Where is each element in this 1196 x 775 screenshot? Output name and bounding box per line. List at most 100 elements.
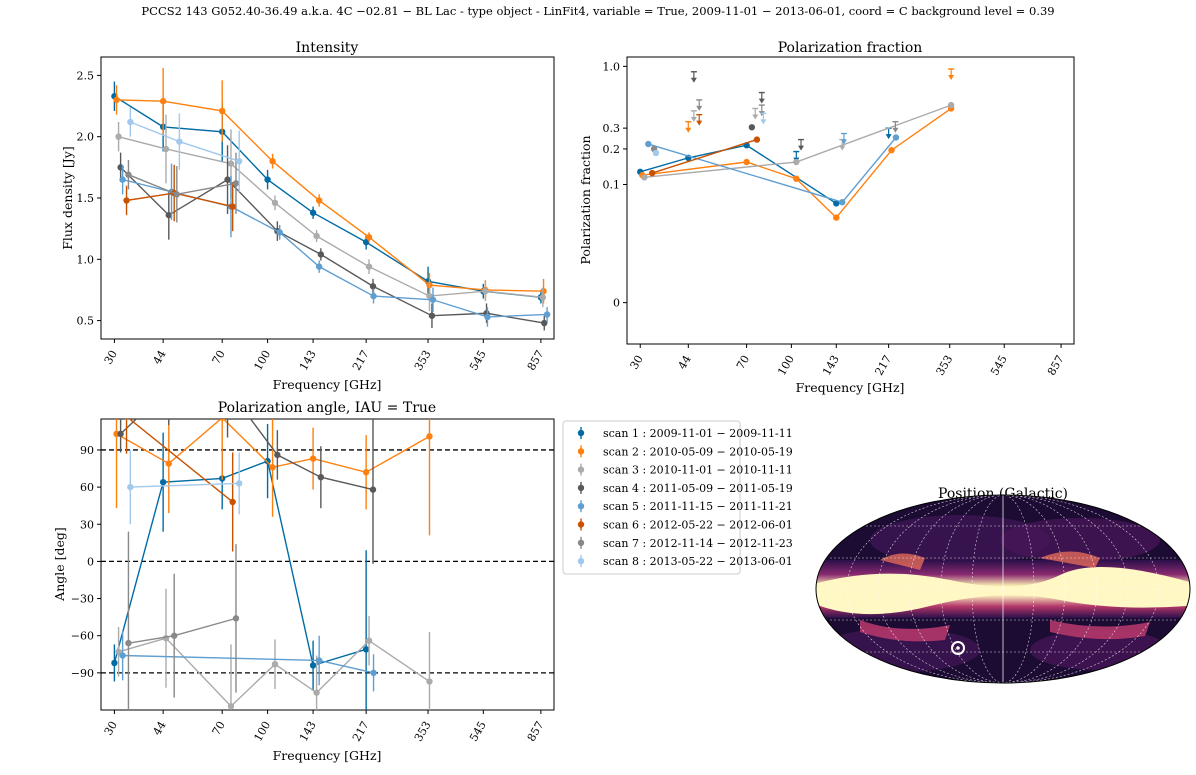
intensity-point	[539, 294, 547, 301]
polfrac-ytick-label: 0.2	[603, 143, 621, 156]
polangle-point	[159, 478, 167, 486]
intensity-point	[543, 311, 551, 318]
intensity-ytick-label: 2.0	[77, 131, 95, 144]
intensity-xtick-label: 70	[210, 348, 228, 367]
polangle-point	[317, 474, 325, 481]
intensity-point	[165, 211, 172, 219]
intensity-xtick-label: 857	[525, 348, 547, 373]
polangle-marks	[101, 385, 554, 710]
polfrac-point	[888, 147, 895, 154]
polangle-point	[315, 657, 323, 664]
intensity-point	[115, 133, 122, 140]
intensity-ticks: 30 44 70 100 143 217 353 545 857 0.5 1.0 1.5 2.0 2.5	[77, 69, 547, 372]
intensity-point	[309, 209, 317, 216]
polfrac-ylabel: Polarization fraction	[578, 135, 593, 264]
polangle-xtick-label: 353	[412, 719, 434, 744]
polangle-ytick-label: −90	[71, 667, 94, 680]
polfrac-title: Polarization fraction	[778, 40, 923, 56]
polangle-xtick-label: 857	[525, 719, 547, 744]
polangle-xtick-label: 545	[467, 719, 489, 744]
polfrac-ytick-label: 0.1	[603, 179, 621, 192]
polangle-ytick-label: 90	[80, 444, 94, 457]
polfrac-point	[793, 158, 800, 166]
polangle-ytick-label: 30	[80, 518, 94, 531]
legend-marker	[577, 503, 585, 510]
intensity-point	[428, 312, 436, 319]
polfrac-xtick-label: 100	[775, 353, 797, 378]
intensity-point	[370, 292, 377, 300]
polangle-title: Polarization angle, IAU = True	[218, 400, 436, 416]
polfrac-point	[753, 136, 761, 143]
polangle-xlabel: Frequency [GHz]	[273, 748, 382, 763]
polfrac-point	[833, 200, 840, 207]
legend-marker	[577, 448, 585, 455]
polangle-point	[235, 480, 243, 487]
polangle-xtick-label: 70	[210, 719, 228, 738]
polfrac-point	[833, 214, 840, 221]
intensity-point	[227, 160, 235, 167]
legend-marker	[577, 484, 585, 492]
intensity-point	[125, 171, 132, 178]
polangle-point	[426, 433, 433, 440]
legend-entry: scan 5 : 2011-11-15 − 2011-11-21	[603, 500, 793, 513]
intensity-point	[162, 145, 170, 153]
polfrac-xtick-label: 143	[820, 353, 842, 378]
polangle-scan1-line	[113, 460, 367, 667]
polangle-point	[124, 419, 129, 420]
polangle-point	[224, 385, 230, 391]
polangle-point	[227, 703, 235, 710]
polangle-point	[309, 455, 317, 462]
polangle-point	[219, 419, 226, 421]
polfrac-xlabel: Frequency [GHz]	[796, 380, 905, 395]
intensity-ytick-label: 1.0	[77, 253, 95, 266]
intensity-point	[276, 229, 283, 236]
polfrac-xtick-label: 545	[988, 353, 1010, 378]
intensity-point	[176, 138, 183, 145]
intensity-point	[369, 283, 377, 290]
polfrac-upper-limit-arrow	[690, 77, 697, 83]
polfrac-marks	[637, 68, 955, 221]
polangle-point	[362, 646, 370, 653]
intensity-point	[484, 313, 491, 321]
intensity-point	[315, 263, 323, 270]
intensity-point	[173, 191, 181, 198]
intensity-point	[235, 158, 243, 165]
polfrac-upper-limit-arrow	[948, 74, 955, 80]
legend-marker	[577, 466, 585, 473]
intensity-xlabel: Frequency [GHz]	[273, 377, 382, 392]
legend-entry: scan 6 : 2012-05-22 − 2012-06-01	[603, 519, 793, 532]
polfrac-xtick-label: 353	[934, 353, 956, 378]
polfrac-point	[743, 158, 750, 166]
polfrac-ytick-label: 1.0	[603, 60, 621, 73]
polfrac-upper-limit-arrow	[839, 145, 846, 151]
skymap: Position (Galactic)	[815, 486, 1191, 684]
legend-box	[562, 420, 741, 575]
intensity-point	[540, 287, 547, 295]
polangle-point	[264, 457, 271, 465]
legend-entry: scan 1 : 2009-11-01 − 2009-11-11	[603, 427, 793, 440]
intensity-xtick-label: 143	[297, 348, 319, 373]
intensity-point	[229, 203, 236, 210]
intensity-point	[365, 263, 373, 270]
polangle-point	[119, 652, 126, 659]
intensity-point	[429, 296, 437, 303]
intensity-panel: Intensity 30 44 70 100 143 217 353 545 857 0.5 1.0…	[60, 40, 555, 392]
intensity-point	[313, 232, 320, 240]
intensity-point	[317, 251, 325, 258]
polangle-point	[162, 634, 170, 642]
polfrac-upper-limit-arrow	[685, 127, 692, 133]
polangle-point	[370, 669, 377, 677]
polangle-point	[362, 469, 370, 476]
polfrac-xtick-label: 30	[628, 353, 646, 372]
intensity-xtick-label: 44	[150, 348, 168, 367]
intensity-ylabel: Flux density [Jy]	[60, 146, 75, 250]
polangle-point	[313, 689, 320, 696]
intensity-xtick-label: 30	[102, 348, 120, 367]
polangle-point	[365, 637, 373, 644]
polangle-point	[127, 483, 134, 491]
polfrac-upper-limit-arrow	[892, 127, 899, 133]
intensity-ytick-label: 2.5	[77, 69, 95, 82]
polfrac-upper-limit-arrow	[798, 145, 805, 151]
polangle-point	[229, 498, 236, 506]
legend: scan 1 : 2009-11-01 − 2009-11-11 scan 2 :…	[562, 420, 793, 575]
